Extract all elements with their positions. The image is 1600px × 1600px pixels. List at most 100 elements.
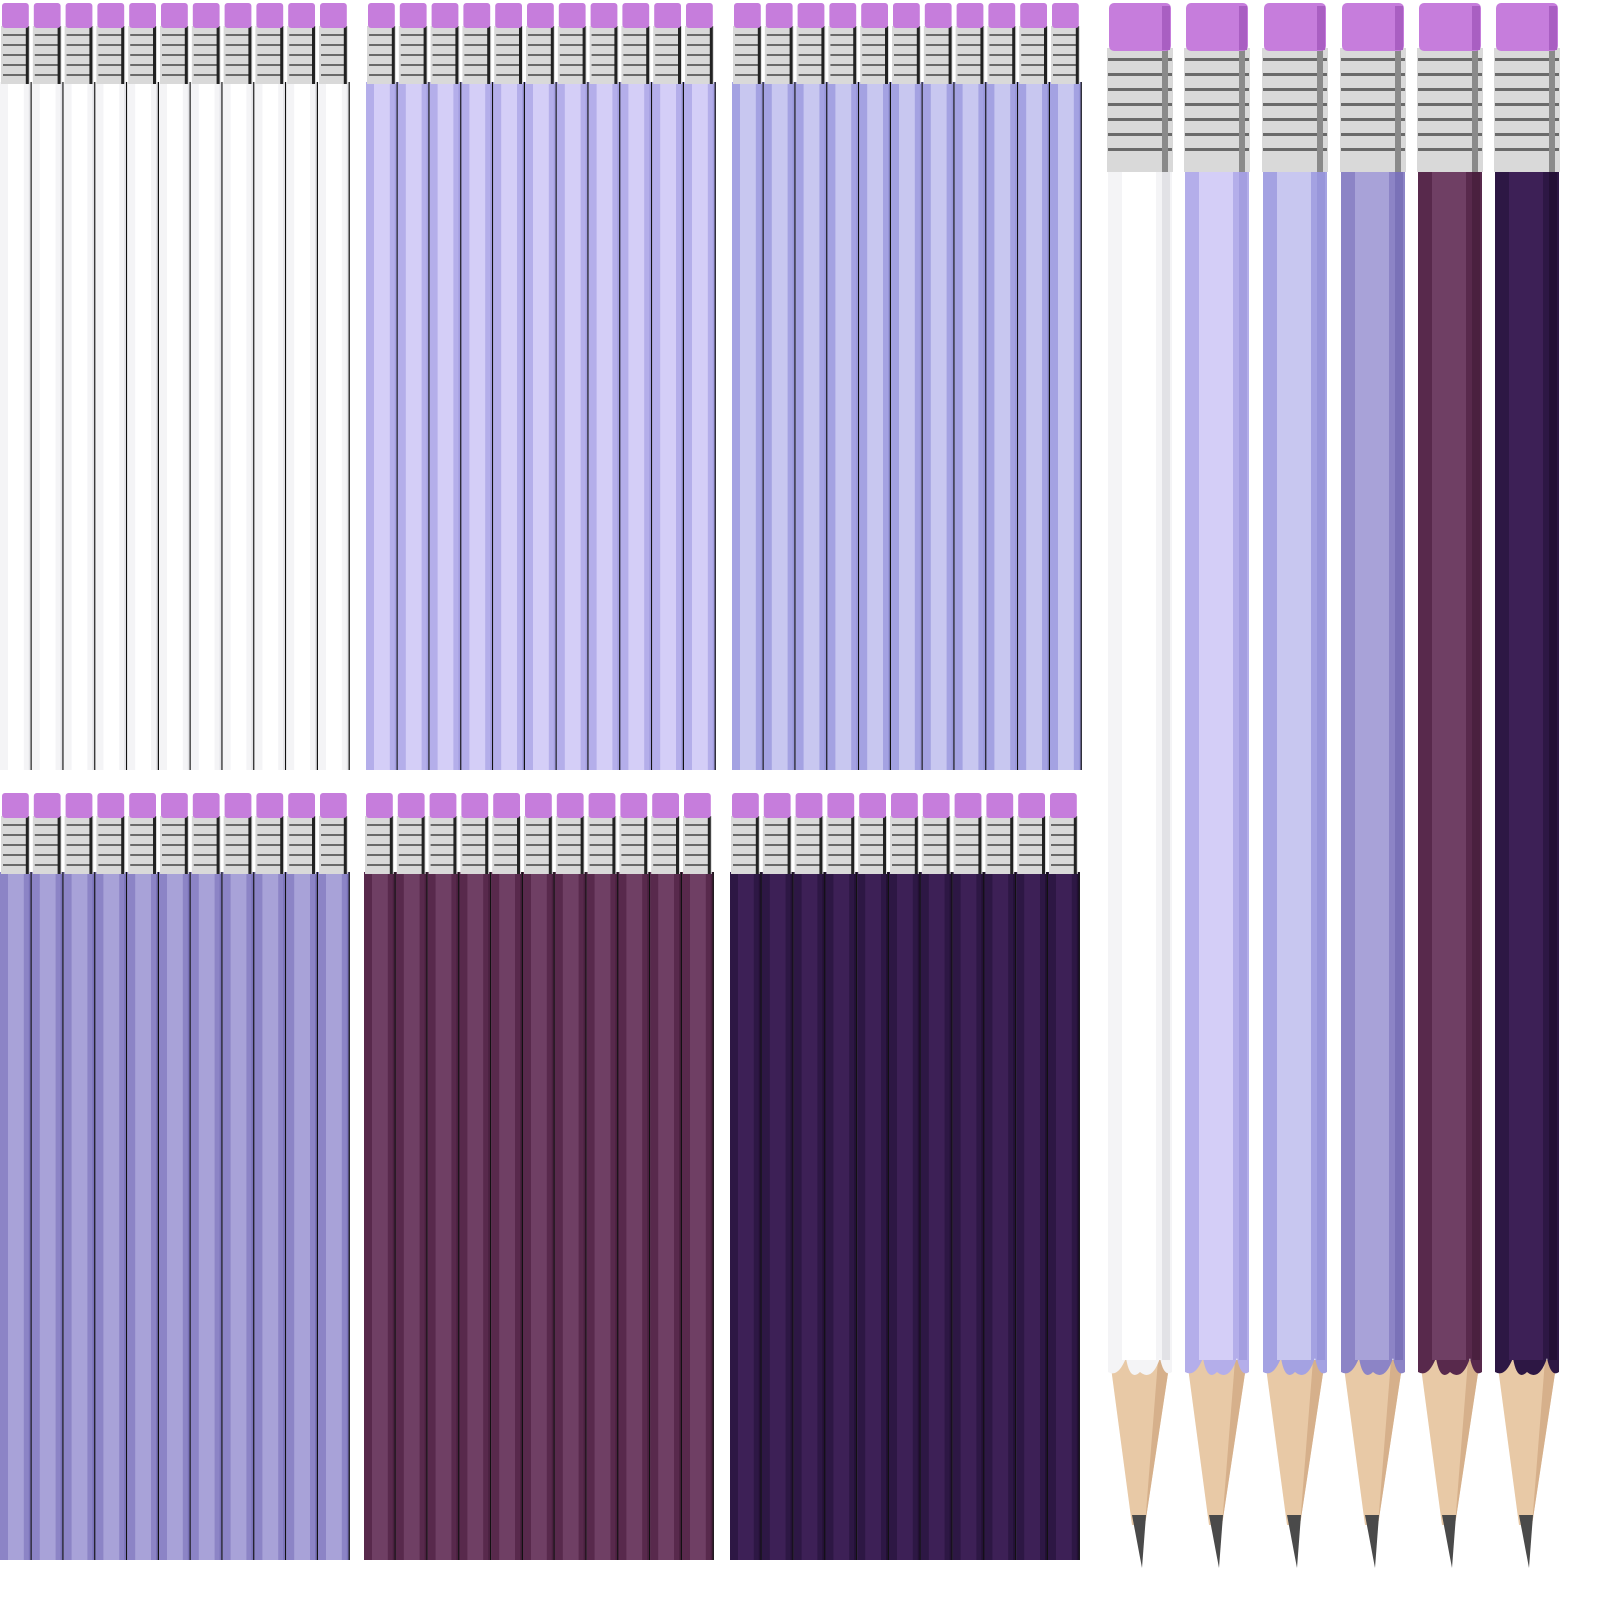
pencil-divider xyxy=(460,82,462,770)
pencil xyxy=(825,793,858,1560)
pencil-edge xyxy=(60,82,64,770)
pencil-edge xyxy=(283,872,287,1560)
ferrule-ring xyxy=(1185,88,1249,91)
ferrule-shadow xyxy=(153,26,156,84)
pencil-face xyxy=(771,82,788,770)
ferrule-ring xyxy=(321,864,346,866)
pencil-edge xyxy=(712,82,716,770)
pencil-edge xyxy=(1078,82,1082,770)
ferrule-shadow xyxy=(280,26,284,84)
pencil-face xyxy=(198,872,215,1560)
lead xyxy=(1209,1515,1223,1568)
ferrule-ring xyxy=(798,44,824,46)
eraser-shade xyxy=(1472,6,1480,50)
pencil-edge xyxy=(856,82,860,770)
pencil-divider xyxy=(714,82,716,770)
ferrule-ring xyxy=(34,844,60,846)
ferrule-ring xyxy=(1019,844,1044,846)
ferrule-ring xyxy=(559,44,585,46)
ferrule-ring xyxy=(257,54,283,56)
ferrule-ring xyxy=(735,64,760,66)
eraser xyxy=(288,3,315,28)
pencil-face xyxy=(230,82,247,770)
eraser xyxy=(256,793,284,818)
ferrule-ring xyxy=(1495,148,1559,151)
pencil-face xyxy=(374,82,390,770)
ferrule-ring xyxy=(257,74,283,76)
pencil-divider xyxy=(856,872,858,1560)
ferrule-ring xyxy=(766,54,792,56)
pencil xyxy=(795,3,828,770)
lead xyxy=(1442,1515,1456,1568)
ferrule-shadow xyxy=(787,816,791,874)
pencil xyxy=(190,793,223,1560)
ferrule-ring xyxy=(400,34,426,36)
eraser xyxy=(763,793,791,818)
ferrule-ring xyxy=(257,64,283,66)
ferrule-ring xyxy=(162,54,187,56)
ferrule-ring xyxy=(955,834,981,836)
ferrule-ring xyxy=(464,34,490,36)
ferrule-ring xyxy=(1341,58,1405,61)
ferrule-ring xyxy=(1185,148,1249,151)
ferrule-ring xyxy=(430,864,456,866)
ferrule-ring xyxy=(1185,133,1249,136)
eraser xyxy=(320,3,347,28)
ferrule-ring xyxy=(430,854,456,856)
ferrule-ring xyxy=(193,64,219,66)
pencil-divider xyxy=(953,82,955,770)
eraser xyxy=(399,3,427,28)
pencil-divider xyxy=(887,872,889,1560)
ferrule-ring xyxy=(925,64,951,66)
pencil xyxy=(793,793,826,1560)
pencil xyxy=(554,793,587,1560)
eraser xyxy=(320,793,347,818)
eraser xyxy=(1020,3,1047,28)
pencil-edge xyxy=(60,872,64,1560)
ferrule-ring xyxy=(3,824,28,826)
ferrule-ring xyxy=(733,854,758,856)
pencil xyxy=(525,3,557,770)
pencil-divider xyxy=(824,872,826,1560)
eraser xyxy=(461,793,489,818)
large-pencil-white xyxy=(1107,3,1173,1568)
ferrule-ring xyxy=(1341,148,1405,151)
pencil-edge xyxy=(490,82,494,770)
ferrule-ring xyxy=(764,834,790,836)
eraser xyxy=(827,793,855,818)
ferrule-ring xyxy=(653,834,678,836)
eraser xyxy=(1419,3,1481,51)
ferrule-shadow xyxy=(389,816,393,874)
pencil-face xyxy=(499,872,515,1560)
ferrule-ring xyxy=(894,74,919,76)
pencil-divider xyxy=(1048,82,1050,770)
ferrule-ring xyxy=(1495,73,1559,76)
pencil-face xyxy=(1277,170,1311,1360)
ferrule-ring xyxy=(34,44,60,46)
ferrule-ring xyxy=(923,854,949,856)
eraser xyxy=(65,793,93,818)
ferrule-ring xyxy=(494,854,519,856)
ferrule-ring xyxy=(398,864,424,866)
ferrule-ring xyxy=(367,864,392,866)
ferrule-shadow xyxy=(1239,48,1245,172)
pencil-face xyxy=(103,872,120,1560)
pencil xyxy=(620,3,653,770)
pencil-face xyxy=(262,82,279,770)
eraser xyxy=(368,3,395,28)
ferrule-ring xyxy=(955,864,981,866)
pencil-bundle-light-lavender xyxy=(366,3,716,770)
ferrule-ring xyxy=(830,34,856,36)
eraser xyxy=(224,3,252,28)
ferrule-ring xyxy=(496,64,521,66)
pencil-edge xyxy=(854,872,858,1560)
pencil xyxy=(429,3,462,770)
pencil-divider xyxy=(1046,872,1048,1560)
ferrule-ring xyxy=(398,854,424,856)
pencil-divider xyxy=(94,872,96,1560)
ferrule-ring xyxy=(589,824,615,826)
ferrule-shadow xyxy=(819,816,823,874)
pencil-face xyxy=(469,82,486,770)
ferrule-ring xyxy=(1495,88,1559,91)
ferrule-ring xyxy=(1051,844,1076,846)
